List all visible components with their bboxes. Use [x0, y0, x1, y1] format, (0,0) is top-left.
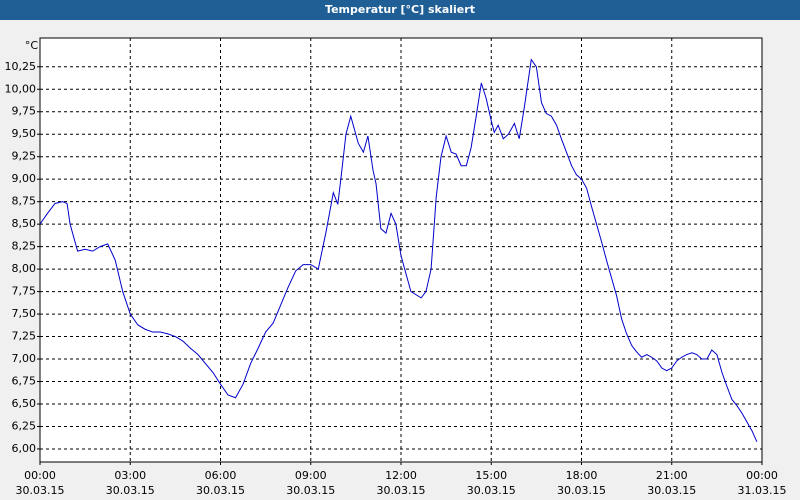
x-tick-date: 30.03.15 — [467, 484, 516, 497]
y-tick-label: 7,75 — [12, 285, 37, 298]
y-tick-label: 6,50 — [12, 397, 37, 410]
plot-border — [39, 37, 763, 463]
y-tick-label: 9,25 — [12, 150, 37, 163]
title-bar — [0, 0, 800, 20]
x-tick-label: 00:00 — [24, 469, 56, 482]
x-tick-date: 30.03.15 — [16, 484, 65, 497]
x-tick-label: 06:00 — [205, 469, 237, 482]
x-tick-label: 12:00 — [385, 469, 417, 482]
y-tick-label: 9,75 — [12, 105, 37, 118]
x-tick-date: 30.03.15 — [196, 484, 245, 497]
y-tick-label: 6,75 — [12, 375, 37, 388]
x-tick-label: 09:00 — [295, 469, 327, 482]
y-tick-label: 6,00 — [12, 442, 37, 455]
y-tick-label: 9,00 — [12, 172, 37, 185]
y-tick-label: 7,50 — [12, 307, 37, 320]
y-tick-label: 7,00 — [12, 352, 37, 365]
x-tick-date: 30.03.15 — [377, 484, 426, 497]
x-tick-date: 30.03.15 — [557, 484, 606, 497]
y-tick-label: 8,75 — [12, 195, 37, 208]
y-tick-label: 8,25 — [12, 240, 37, 253]
y-tick-label: 10,00 — [5, 82, 37, 95]
x-tick-label: 15:00 — [475, 469, 507, 482]
y-tick-label: 6,25 — [12, 419, 37, 432]
x-tick-label: 03:00 — [114, 469, 146, 482]
x-tick-date: 30.03.15 — [647, 484, 696, 497]
y-tick-label: 7,25 — [12, 330, 37, 343]
x-tick-label: 18:00 — [566, 469, 598, 482]
y-tick-label: 8,50 — [12, 217, 37, 230]
y-axis-unit: °C — [25, 39, 39, 52]
y-tick-label: 8,00 — [12, 262, 37, 275]
x-tick-date: 31.03.15 — [738, 484, 787, 497]
x-tick-label: 00:00 — [746, 469, 778, 482]
x-tick-date: 30.03.15 — [286, 484, 335, 497]
y-tick-label: 10,25 — [5, 60, 37, 73]
x-tick-label: 21:00 — [656, 469, 688, 482]
chart-title: Temperatur [°C] skaliert — [325, 3, 475, 16]
x-tick-date: 30.03.15 — [106, 484, 155, 497]
y-tick-label: 9,50 — [12, 127, 37, 140]
temperature-line — [39, 58, 758, 442]
